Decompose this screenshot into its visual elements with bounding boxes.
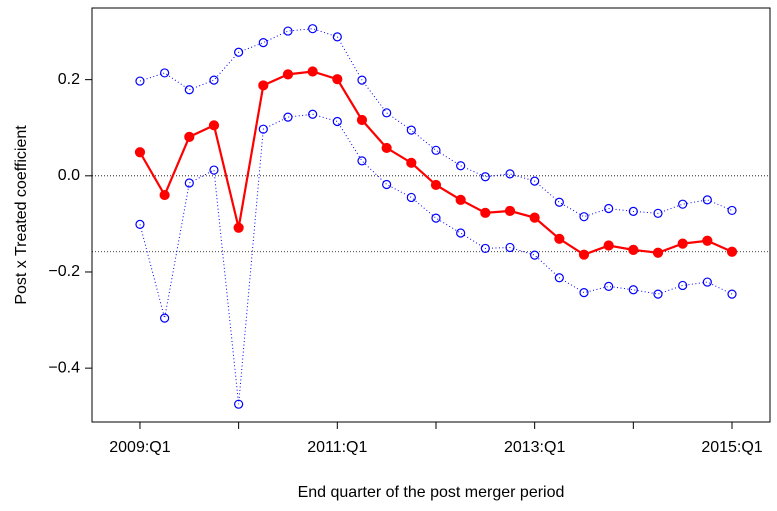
series-line <box>139 70 733 256</box>
data-point <box>677 238 688 249</box>
data-point <box>530 250 540 260</box>
data-point <box>160 68 170 78</box>
data-point <box>233 222 244 233</box>
data-point <box>406 192 416 203</box>
data-point <box>208 120 220 131</box>
data-point <box>258 38 268 48</box>
x-tick-label: 2011:Q1 <box>307 439 367 456</box>
data-point <box>530 176 540 186</box>
data-point <box>184 131 195 142</box>
data-point <box>505 169 515 179</box>
x-axis-label: End quarter of the post merger period <box>298 484 565 501</box>
data-point <box>258 80 269 91</box>
data-point <box>678 199 688 209</box>
data-point <box>234 399 244 409</box>
data-point <box>382 108 392 118</box>
data-point <box>678 280 688 291</box>
data-point <box>382 179 392 190</box>
data-point <box>579 288 589 298</box>
data-point <box>653 208 663 218</box>
y-tick-label: −0.4 <box>48 359 80 376</box>
data-point <box>604 281 614 292</box>
x-tick-label: 2015:Q1 <box>701 439 762 456</box>
data-point <box>480 243 490 254</box>
data-point <box>604 203 614 214</box>
series-line <box>139 113 733 405</box>
data-point <box>578 249 590 260</box>
data-point <box>480 172 490 182</box>
data-point <box>504 205 516 217</box>
data-point <box>307 66 318 77</box>
data-point <box>430 179 442 191</box>
data-point <box>308 24 318 34</box>
data-point <box>456 228 466 238</box>
data-point <box>406 157 417 168</box>
data-point <box>529 212 540 223</box>
data-point <box>184 85 194 95</box>
data-point <box>283 26 293 36</box>
data-point <box>357 75 367 85</box>
data-point <box>455 194 466 205</box>
data-point <box>159 189 170 201</box>
data-point <box>431 213 441 223</box>
data-point <box>603 240 614 251</box>
data-point <box>480 207 491 218</box>
x-tick-label: 2013:Q1 <box>504 439 565 456</box>
data-point <box>308 109 318 119</box>
data-point <box>282 69 294 80</box>
data-point <box>726 246 738 257</box>
data-point <box>456 161 466 171</box>
data-point <box>554 273 564 283</box>
data-point <box>356 114 368 126</box>
data-point <box>431 145 441 155</box>
data-point <box>702 277 712 287</box>
data-point <box>332 74 343 85</box>
data-point <box>332 116 342 127</box>
plot-frame <box>91 7 771 423</box>
data-point <box>505 242 515 253</box>
data-point <box>357 156 367 166</box>
y-tick-label: −0.2 <box>48 263 80 280</box>
y-tick-label: 0.2 <box>58 71 80 88</box>
data-point <box>258 124 268 134</box>
data-point <box>135 219 145 229</box>
data-point <box>727 289 737 299</box>
data-point <box>652 247 664 258</box>
data-point <box>554 233 565 244</box>
data-point <box>160 313 170 323</box>
y-tick-label: 0.0 <box>58 167 80 184</box>
data-point <box>283 112 293 122</box>
data-point <box>381 142 392 154</box>
data-point <box>332 32 342 42</box>
data-point <box>628 206 638 216</box>
series-line <box>139 28 733 218</box>
data-point <box>554 197 564 207</box>
data-point <box>209 75 219 85</box>
data-point <box>184 178 194 188</box>
data-point <box>406 125 416 135</box>
data-point <box>702 235 713 246</box>
data-point <box>579 212 589 222</box>
data-point <box>134 147 146 158</box>
data-point <box>234 47 244 57</box>
data-point <box>135 76 145 86</box>
data-point <box>702 195 712 205</box>
data-point <box>727 205 737 216</box>
data-point <box>628 244 639 255</box>
data-point <box>209 165 219 175</box>
data-point <box>653 289 663 299</box>
data-point <box>628 285 638 295</box>
x-tick-label: 2009:Q1 <box>109 439 170 456</box>
y-axis-label: Post x Treated coefficient <box>13 125 30 305</box>
